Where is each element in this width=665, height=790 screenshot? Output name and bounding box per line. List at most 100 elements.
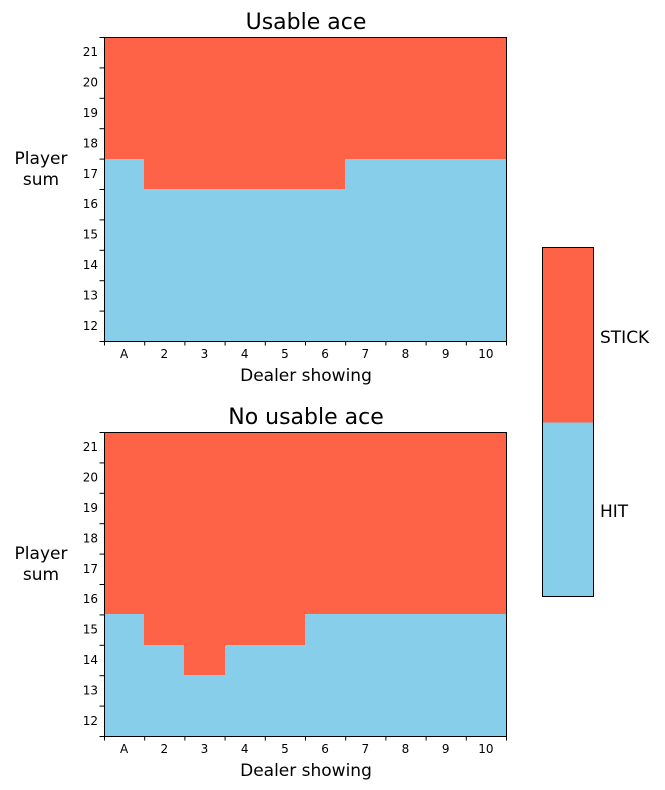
heatmap-cell	[426, 523, 466, 554]
heatmap-cell	[225, 67, 265, 98]
heatmap-cell	[144, 584, 184, 614]
heatmap-cell	[104, 523, 144, 554]
x-tick-label: 4	[241, 347, 249, 361]
heatmap-cell	[385, 280, 426, 311]
heatmap-cell	[225, 98, 265, 128]
heatmap-cell	[345, 675, 385, 706]
heatmap-cell	[466, 675, 506, 706]
heatmap-cell	[466, 159, 506, 189]
heatmap-cell	[265, 98, 305, 128]
y-tick-label: 19	[83, 501, 98, 515]
heatmap-cell	[265, 584, 305, 614]
heatmap-cell	[345, 128, 385, 159]
heatmap-cell	[144, 311, 184, 341]
heatmap-cell	[426, 675, 466, 706]
heatmap-cell	[345, 280, 385, 311]
heatmap-cell	[184, 128, 225, 159]
x-tick-label: 10	[478, 742, 493, 756]
y-tick-label: 17	[83, 167, 98, 181]
heatmap-cell	[104, 219, 144, 250]
heatmap-cell	[265, 554, 305, 584]
heatmap-cells	[104, 432, 506, 736]
x-tick-label: 9	[442, 742, 450, 756]
heatmap-cell	[265, 311, 305, 341]
legend-swatch-stick	[542, 247, 594, 423]
heatmap-cell	[466, 645, 506, 675]
heatmap-cell	[426, 432, 466, 462]
heatmap-cell	[104, 432, 144, 462]
heatmap-cell	[426, 98, 466, 128]
heatmap-cell	[225, 37, 265, 67]
heatmap-cell	[104, 98, 144, 128]
heatmap-cell	[265, 462, 305, 493]
heatmap-cell	[466, 219, 506, 250]
heatmap-cell	[265, 614, 305, 645]
heatmap-cell	[184, 219, 225, 250]
heatmap-cell	[385, 219, 426, 250]
heatmap-cell	[345, 462, 385, 493]
heatmap-cell	[305, 523, 345, 554]
legend-frame	[542, 247, 594, 597]
x-tick-label: A	[120, 742, 129, 756]
heatmap-cell	[104, 128, 144, 159]
y-tick-label: 14	[83, 653, 98, 667]
heatmap-cell	[184, 37, 225, 67]
heatmap-cell	[265, 432, 305, 462]
heatmap-cell	[305, 98, 345, 128]
heatmap-cell	[104, 37, 144, 67]
heatmap-cell	[385, 706, 426, 736]
heatmap-cell	[305, 37, 345, 67]
heatmap-cell	[225, 554, 265, 584]
y-ticks: 12 13 14 15 16 17 18 19 20 21	[83, 37, 105, 342]
heatmap-cell	[345, 98, 385, 128]
y-tick-label: 20	[83, 76, 98, 90]
x-tick-label: 7	[361, 742, 369, 756]
heatmap-cell	[184, 462, 225, 493]
heatmap-cell	[144, 675, 184, 706]
heatmap-cell	[104, 584, 144, 614]
heatmap-cell	[305, 432, 345, 462]
heatmap-cell	[305, 675, 345, 706]
heatmap-cell	[265, 67, 305, 98]
heatmap-cell	[144, 189, 184, 219]
y-tick-label: 16	[83, 197, 98, 211]
x-tick-label: 2	[160, 347, 168, 361]
heatmap-cell	[426, 250, 466, 280]
heatmap-cell	[144, 37, 184, 67]
heatmap-cell	[305, 67, 345, 98]
y-tick-label: 17	[83, 562, 98, 576]
x-tick-label: 3	[201, 742, 209, 756]
heatmap-cell	[385, 614, 426, 645]
heatmap-cell	[385, 432, 426, 462]
heatmap-cell	[144, 706, 184, 736]
heatmap-cell	[385, 554, 426, 584]
heatmap-cell	[104, 706, 144, 736]
heatmap-cell	[385, 645, 426, 675]
x-axis-label: Dealer showing	[240, 761, 372, 781]
heatmap-cell	[144, 645, 184, 675]
heatmap-cell	[184, 67, 225, 98]
heatmap-cell	[265, 189, 305, 219]
heatmap-cell	[184, 706, 225, 736]
x-ticks: A 2 3 4 5 6 7 8 9 10	[104, 341, 507, 361]
heatmap-cell	[265, 128, 305, 159]
heatmap-cell	[466, 98, 506, 128]
heatmap-cell	[144, 614, 184, 645]
heatmap-cell	[144, 219, 184, 250]
heatmap-cells	[104, 37, 506, 341]
heatmap-cell	[225, 159, 265, 189]
heatmap-cell	[104, 675, 144, 706]
heatmap-cell	[225, 614, 265, 645]
heatmap-cell	[426, 189, 466, 219]
heatmap-cell	[385, 675, 426, 706]
heatmap-cell	[345, 584, 385, 614]
heatmap-cell	[345, 159, 385, 189]
heatmap-cell	[385, 250, 426, 280]
heatmap-cell	[305, 554, 345, 584]
heatmap-cell	[466, 614, 506, 645]
legend-label-hit: HIT	[600, 502, 629, 522]
heatmap-cell	[184, 250, 225, 280]
x-tick-label: 6	[321, 742, 329, 756]
heatmap-cell	[305, 159, 345, 189]
heatmap-cell	[305, 250, 345, 280]
